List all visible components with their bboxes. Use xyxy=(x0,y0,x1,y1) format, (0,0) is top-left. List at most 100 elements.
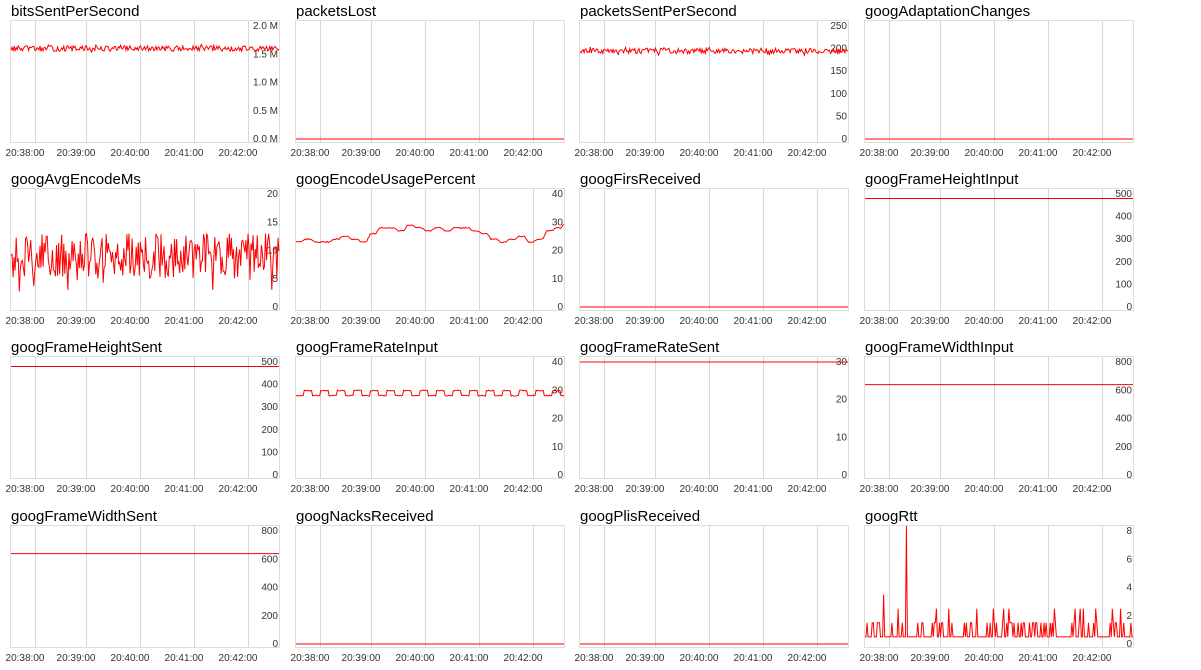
x-tick-label: 20:39:00 xyxy=(626,316,665,327)
x-tick-label: 20:42:00 xyxy=(1073,653,1112,664)
x-tick-label: 20:38:00 xyxy=(575,484,614,495)
plot-frame xyxy=(295,525,565,648)
y-tick-label: 400 xyxy=(261,380,278,391)
x-tick-label: 20:38:00 xyxy=(6,653,45,664)
x-tick-label: 20:39:00 xyxy=(342,484,381,495)
x-tick-label: 20:42:00 xyxy=(504,653,543,664)
x-tick-label: 20:41:00 xyxy=(1019,484,1058,495)
y-tick-label: 0 xyxy=(1126,302,1132,313)
y-tick-label: 400 xyxy=(1115,414,1132,425)
plot-frame xyxy=(10,20,280,143)
x-tick-label: 20:42:00 xyxy=(1073,484,1112,495)
graph-title: packetsLost xyxy=(296,3,377,20)
plot-frame xyxy=(579,525,849,648)
graph-canvas: 20:38:00 20:39:00 20:40:00 20:41:00 20:42:00… xyxy=(575,20,849,159)
graph-title: googFrameRateSent xyxy=(580,339,720,356)
y-tick-label: 600 xyxy=(1115,385,1132,396)
graph-title: googFrameRateInput xyxy=(296,339,438,356)
x-tick-label: 20:40:00 xyxy=(396,484,435,495)
x-tick-label: 20:40:00 xyxy=(396,148,435,159)
y-tick-label: 8 xyxy=(1126,526,1132,537)
plot-frame xyxy=(579,188,849,311)
y-tick-label: 100 xyxy=(1115,279,1132,290)
graph-title: bitsSentPerSecond xyxy=(11,3,140,20)
x-tick-label: 20:42:00 xyxy=(219,484,258,495)
y-tick-label: 200 xyxy=(1115,442,1132,453)
y-tick-label: 50 xyxy=(836,111,848,122)
x-tick-label: 20:40:00 xyxy=(680,484,719,495)
x-tick-label: 20:38:00 xyxy=(6,484,45,495)
y-tick-label: 200 xyxy=(261,611,278,622)
graph-title: googFrameWidthSent xyxy=(11,508,157,525)
graph-panel-googFrameHeightInput: googFrameHeightInput 20:38:00 20:39:00 20:4… xyxy=(854,170,1134,330)
graph-title: googAvgEncodeMs xyxy=(11,171,141,188)
y-tick-label: 200 xyxy=(1115,257,1132,268)
x-tick-label: 20:40:00 xyxy=(680,148,719,159)
y-tick-label: 0 xyxy=(272,470,278,481)
x-tick-label: 20:39:00 xyxy=(626,653,665,664)
y-tick-label: 0 xyxy=(557,302,563,313)
y-tick-label: 6 xyxy=(1126,554,1132,565)
graph-panel-googFrameRateSent: googFrameRateSent 20:38:00 20:39:00 20:40:0… xyxy=(569,338,849,498)
graph-title: googFirsReceived xyxy=(580,171,701,188)
y-tick-label: 5 xyxy=(272,274,278,285)
x-tick-label: 20:41:00 xyxy=(1019,148,1058,159)
series-line xyxy=(295,389,565,397)
x-tick-label: 20:38:00 xyxy=(860,316,899,327)
graph-canvas: 20:38:00 20:39:00 20:40:00 20:41:00 20:42:00… xyxy=(6,20,280,159)
graph-panel-packetsSentPerSecond: packetsSentPerSecond 20:38:00 20:39:00 20:4… xyxy=(569,2,849,162)
series-line xyxy=(579,45,849,57)
x-tick-label: 20:39:00 xyxy=(57,316,96,327)
x-tick-label: 20:41:00 xyxy=(734,316,773,327)
y-tick-label: 10 xyxy=(552,442,564,453)
x-tick-label: 20:42:00 xyxy=(504,148,543,159)
x-tick-label: 20:40:00 xyxy=(111,484,150,495)
graph-panel-googNacksReceived: googNacksReceived 20:38:00 20:39:00 20:40:0… xyxy=(285,507,565,667)
y-tick-label: 300 xyxy=(1115,234,1132,245)
y-tick-label: 150 xyxy=(830,66,847,77)
graph-canvas: 20:38:00 20:39:00 20:40:00 20:41:00 20:42:00… xyxy=(291,188,565,327)
graph-title: googPlisReceived xyxy=(580,508,701,525)
plot-frame xyxy=(10,356,280,479)
plot-frame xyxy=(295,188,565,311)
y-tick-label: 300 xyxy=(261,402,278,413)
x-tick-label: 20:41:00 xyxy=(1019,653,1058,664)
x-tick-label: 20:41:00 xyxy=(450,148,489,159)
y-tick-label: 10 xyxy=(836,432,848,443)
graph-canvas: 20:38:00 20:39:00 20:40:00 20:41:00 20:42:00… xyxy=(575,356,849,495)
x-tick-label: 20:41:00 xyxy=(450,653,489,664)
y-tick-label: 800 xyxy=(261,526,278,537)
x-tick-label: 20:39:00 xyxy=(911,484,950,495)
y-tick-label: 20 xyxy=(267,189,279,200)
graph-title: googEncodeUsagePercent xyxy=(296,171,476,188)
x-tick-label: 20:42:00 xyxy=(788,653,827,664)
y-tick-label: 500 xyxy=(261,357,278,368)
x-tick-label: 20:40:00 xyxy=(965,484,1004,495)
y-tick-label: 15 xyxy=(267,217,279,228)
graph-title: packetsSentPerSecond xyxy=(580,3,737,20)
graph-panel-googAdaptationChanges: googAdaptationChanges 20:38:00 20:39:00 20:… xyxy=(854,2,1134,162)
y-tick-label: 0.0 M xyxy=(253,134,278,145)
y-tick-label: 100 xyxy=(261,447,278,458)
y-tick-label: 2.0 M xyxy=(253,21,278,32)
x-tick-label: 20:40:00 xyxy=(111,316,150,327)
graph-panel-googPlisReceived: googPlisReceived 20:38:00 20:39:00 20:40:00… xyxy=(569,507,849,667)
x-tick-label: 20:39:00 xyxy=(626,484,665,495)
series-line xyxy=(865,525,1133,638)
x-tick-label: 20:38:00 xyxy=(860,484,899,495)
x-tick-label: 20:41:00 xyxy=(165,653,204,664)
x-tick-label: 20:41:00 xyxy=(450,316,489,327)
x-tick-label: 20:42:00 xyxy=(788,484,827,495)
graph-title: googFrameHeightSent xyxy=(11,339,162,356)
y-tick-label: 1.0 M xyxy=(253,78,278,89)
plot-frame xyxy=(864,20,1134,143)
y-tick-label: 0.5 M xyxy=(253,106,278,117)
y-tick-label: 30 xyxy=(552,217,564,228)
graph-panel-googRtt: googRtt 20:38:00 20:39:00 20:40:00 20:41:00 2… xyxy=(854,507,1134,667)
x-tick-label: 20:40:00 xyxy=(396,316,435,327)
y-tick-label: 500 xyxy=(1115,189,1132,200)
graph-canvas: 20:38:00 20:39:00 20:40:00 20:41:00 20:42:00 xyxy=(291,20,565,159)
x-tick-label: 20:38:00 xyxy=(860,148,899,159)
x-tick-label: 20:40:00 xyxy=(680,653,719,664)
graph-canvas: 20:38:00 20:39:00 20:40:00 20:41:00 20:42:00… xyxy=(291,356,565,495)
